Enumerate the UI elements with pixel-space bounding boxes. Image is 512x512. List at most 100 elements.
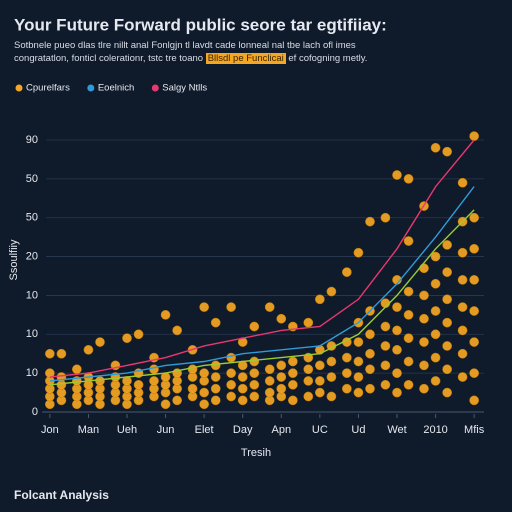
data-point	[326, 286, 337, 297]
data-point	[430, 251, 441, 262]
data-point	[199, 387, 209, 398]
data-point	[133, 379, 144, 390]
data-point	[457, 325, 468, 336]
data-point	[45, 348, 55, 359]
data-point	[419, 313, 429, 324]
data-point	[430, 278, 441, 289]
data-point	[237, 372, 248, 382]
data-point	[210, 372, 221, 382]
y-tick-label: 10	[26, 289, 38, 301]
data-point	[237, 395, 248, 406]
data-point	[83, 344, 94, 355]
data-point	[403, 333, 414, 344]
chart-title: Your Future Forward public seore tar egt…	[14, 15, 387, 34]
data-point	[210, 360, 221, 371]
data-point	[342, 383, 352, 394]
subtitle-part: ef cofogning metly.	[288, 53, 368, 64]
data-point	[303, 364, 314, 375]
y-tick-label: 50	[26, 212, 38, 224]
data-point	[442, 267, 452, 277]
data-point	[315, 376, 325, 386]
data-point	[226, 391, 236, 402]
data-point	[392, 325, 402, 336]
subtitle-highlight: Bllsdl pe Funclicai	[205, 53, 286, 64]
data-point	[276, 313, 287, 324]
x-tick-label: Day	[233, 424, 253, 436]
data-point	[442, 341, 452, 351]
subtitle: Sotbnele pueo dlas tlre nillt anal Fonlg…	[14, 40, 356, 51]
data-point	[442, 294, 452, 305]
data-point	[365, 329, 375, 340]
data-point	[457, 302, 468, 312]
data-point	[469, 243, 479, 254]
data-point	[419, 337, 429, 347]
legend-label: Salgy Ntlls	[162, 83, 207, 94]
data-point	[365, 348, 375, 359]
data-point	[365, 383, 375, 394]
data-point	[457, 348, 468, 359]
line-series	[49, 186, 475, 382]
line-series	[49, 139, 475, 378]
data-point	[430, 142, 441, 153]
data-point	[288, 356, 298, 367]
data-point	[187, 383, 198, 394]
x-tick-label: Man	[78, 424, 99, 436]
data-point	[442, 364, 452, 375]
data-point	[226, 302, 236, 312]
data-point	[172, 395, 182, 406]
data-point	[264, 376, 275, 386]
x-axis-label: Tresih	[241, 447, 271, 459]
data-point	[380, 360, 391, 371]
data-point	[264, 302, 275, 312]
data-point	[419, 383, 429, 394]
data-point	[95, 376, 105, 386]
data-point	[469, 337, 479, 347]
x-tick-label: Wet	[387, 424, 406, 436]
data-point	[237, 383, 248, 394]
legend-swatch	[151, 84, 159, 92]
data-point	[237, 337, 248, 347]
x-tick-label: Ud	[351, 424, 365, 436]
data-point	[380, 379, 391, 390]
x-tick-label: Jun	[157, 424, 175, 436]
data-point	[249, 356, 260, 367]
data-point	[210, 395, 221, 406]
data-point	[249, 368, 260, 378]
data-point	[392, 387, 402, 398]
data-point	[442, 387, 452, 398]
data-point	[403, 174, 414, 184]
data-point	[392, 368, 402, 378]
data-point	[457, 177, 468, 188]
data-point	[469, 131, 479, 141]
data-point	[237, 360, 248, 371]
data-point	[226, 379, 236, 390]
data-point	[469, 275, 479, 285]
data-point	[210, 383, 221, 394]
data-point	[326, 372, 337, 382]
data-point	[403, 236, 414, 246]
footer: Folcant Analysis	[14, 488, 109, 502]
data-point	[264, 387, 275, 398]
data-point	[353, 247, 364, 258]
data-point	[469, 395, 479, 406]
x-tick-label: UC	[312, 424, 328, 436]
data-point	[419, 290, 429, 301]
data-point	[392, 302, 402, 312]
data-point	[288, 379, 298, 390]
data-point	[403, 356, 414, 367]
data-point	[326, 391, 337, 402]
data-point	[56, 348, 67, 359]
data-point	[353, 356, 364, 367]
data-point	[342, 368, 352, 378]
data-point	[430, 306, 441, 316]
data-point	[392, 170, 402, 180]
data-point	[457, 275, 468, 285]
y-tick-label: 20	[26, 250, 38, 262]
legend-label: Cpurelfars	[26, 83, 70, 94]
data-point	[172, 325, 182, 336]
y-axis-label: Ssoulfiiy	[8, 239, 20, 280]
data-point	[149, 364, 159, 375]
data-point	[430, 376, 441, 386]
data-point	[315, 387, 325, 398]
